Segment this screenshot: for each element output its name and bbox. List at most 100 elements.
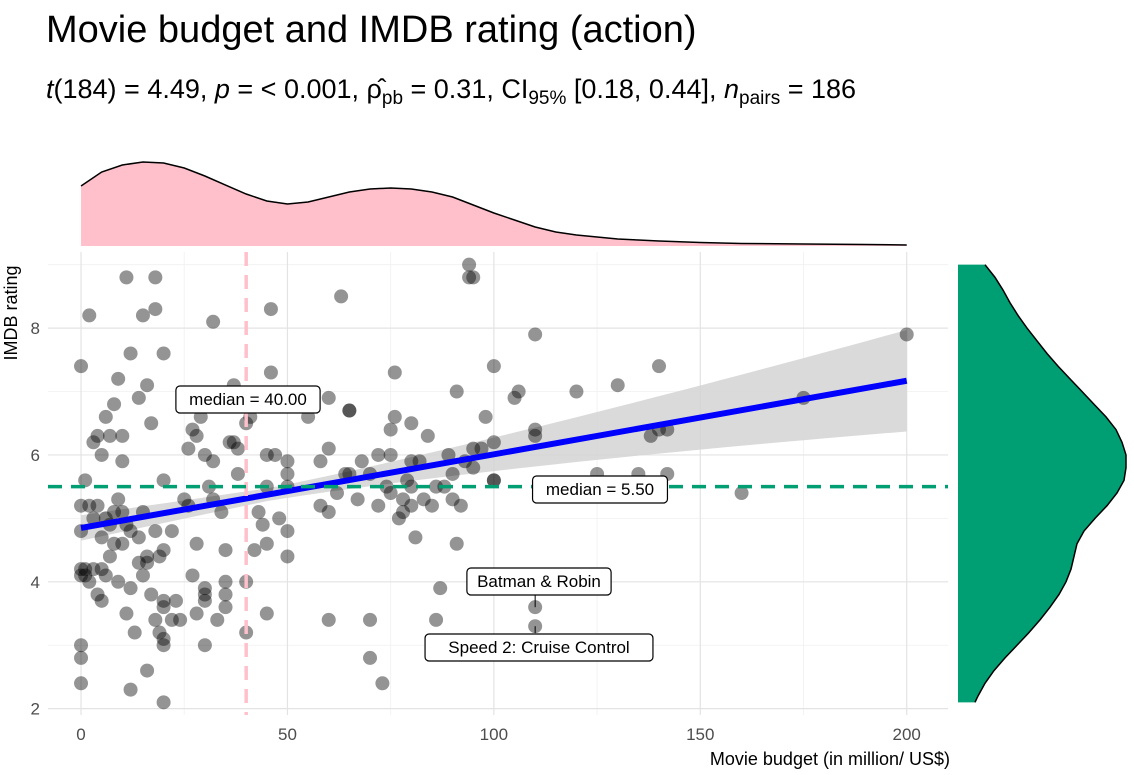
x-median-label-box <box>175 385 321 414</box>
scatter-point <box>342 403 357 418</box>
scatter-point <box>185 422 200 437</box>
x-tick-label: 200 <box>893 725 921 744</box>
x-median-label: median = 40.00 <box>175 385 321 414</box>
scatter-point <box>247 543 262 558</box>
scatter-point <box>214 505 229 520</box>
scatter-point <box>152 549 167 564</box>
scatter-point <box>140 555 155 570</box>
scatter-point <box>148 524 163 539</box>
scatter-point <box>259 447 274 462</box>
scatter-point <box>140 663 155 678</box>
batman-label: Batman & Robin <box>466 567 612 596</box>
scatter-point <box>82 574 97 589</box>
subtitle-part: (184) = 4.49, <box>54 74 215 104</box>
marginal-x-outline <box>80 161 907 246</box>
x-ticks: 0 50 100 150 200 <box>76 725 921 744</box>
scatter-point <box>259 536 274 551</box>
scatter-point <box>164 612 179 627</box>
scatter-point <box>445 466 460 481</box>
y-tick-label: 4 <box>31 573 40 592</box>
scatter-point <box>82 498 97 513</box>
scatter-point <box>321 505 336 520</box>
scatter-point <box>189 428 204 443</box>
scatter-point <box>74 650 89 665</box>
scatter-point <box>268 447 283 462</box>
scatter-point <box>528 428 543 443</box>
scatter-point <box>131 530 146 545</box>
scatter-point <box>94 530 109 545</box>
speed2-label: Speed 2: Cruise Control <box>424 633 654 662</box>
speed2-label-text: Speed 2: Cruise Control <box>448 638 629 657</box>
scatter-point <box>313 454 328 469</box>
scatter-point <box>321 612 336 627</box>
scatter-point <box>218 600 233 615</box>
y-tick-label: 6 <box>31 446 40 465</box>
scatter-point <box>74 359 89 374</box>
scatter-point <box>507 390 522 405</box>
y-median-label: median = 5.50 <box>531 475 669 504</box>
scatter-point <box>177 492 192 507</box>
scatter-point <box>391 511 406 526</box>
scatter-point <box>123 682 138 697</box>
scatter-point <box>511 384 526 399</box>
scatter-point <box>486 473 501 488</box>
x-median-label-text: median = 40.00 <box>189 390 307 409</box>
scatter-point <box>272 511 287 526</box>
scatter-point <box>156 593 171 608</box>
scatter-point <box>363 612 378 627</box>
scatter-point <box>280 454 295 469</box>
scatter-point <box>74 638 89 653</box>
scatter-point <box>74 498 89 513</box>
scatter-point <box>86 511 101 526</box>
scatter-point <box>433 581 448 596</box>
scatter-point <box>131 390 146 405</box>
scatter-point <box>94 593 109 608</box>
scatter-point <box>173 612 188 627</box>
scatter-point <box>78 473 93 488</box>
scatter-point <box>107 536 122 551</box>
scatter-point <box>107 505 122 520</box>
marginal-y-outline <box>974 264 1127 703</box>
scatter-point <box>181 441 196 456</box>
scatter-point <box>197 587 212 602</box>
scatter-point <box>218 543 233 558</box>
scatter-point <box>90 498 105 513</box>
scatter-point <box>474 441 489 456</box>
scatter-point <box>379 479 394 494</box>
scatter-point <box>466 441 481 456</box>
scatter-point <box>156 346 171 361</box>
y-median-label-text: median = 5.50 <box>546 480 654 499</box>
batman-label-box <box>466 567 612 596</box>
scatter-point <box>429 612 444 627</box>
subtitle-part: p <box>214 74 230 104</box>
scatter-point <box>135 568 150 583</box>
scatter-point <box>453 498 468 513</box>
scatter-point <box>148 270 163 285</box>
scatter-point <box>424 498 439 513</box>
scatter-point <box>387 409 402 424</box>
scatter-point <box>123 524 138 539</box>
scatter-point <box>387 365 402 380</box>
scatter-point <box>263 302 278 317</box>
subtitle-part: ρ̂ <box>367 74 387 104</box>
scatter-point <box>119 606 134 621</box>
scatter-point <box>899 327 914 342</box>
scatter-point <box>115 505 130 520</box>
scatter-point <box>400 473 415 488</box>
scatter-point <box>148 302 163 317</box>
x-tick-label: 150 <box>686 725 714 744</box>
speed2-label-box <box>424 633 654 662</box>
scatter-point <box>251 505 266 520</box>
scatter-point <box>82 308 97 323</box>
scatter-point <box>313 498 328 513</box>
scatter-point <box>197 581 212 596</box>
scatter-point <box>115 454 130 469</box>
y-ticks: 2 4 6 8 <box>31 319 40 719</box>
regression-line <box>80 377 908 531</box>
scatter-point <box>383 486 398 501</box>
scatter-point <box>404 498 419 513</box>
scatter-point <box>156 543 171 558</box>
scatter-point <box>466 460 481 475</box>
scatter-point <box>610 378 625 393</box>
